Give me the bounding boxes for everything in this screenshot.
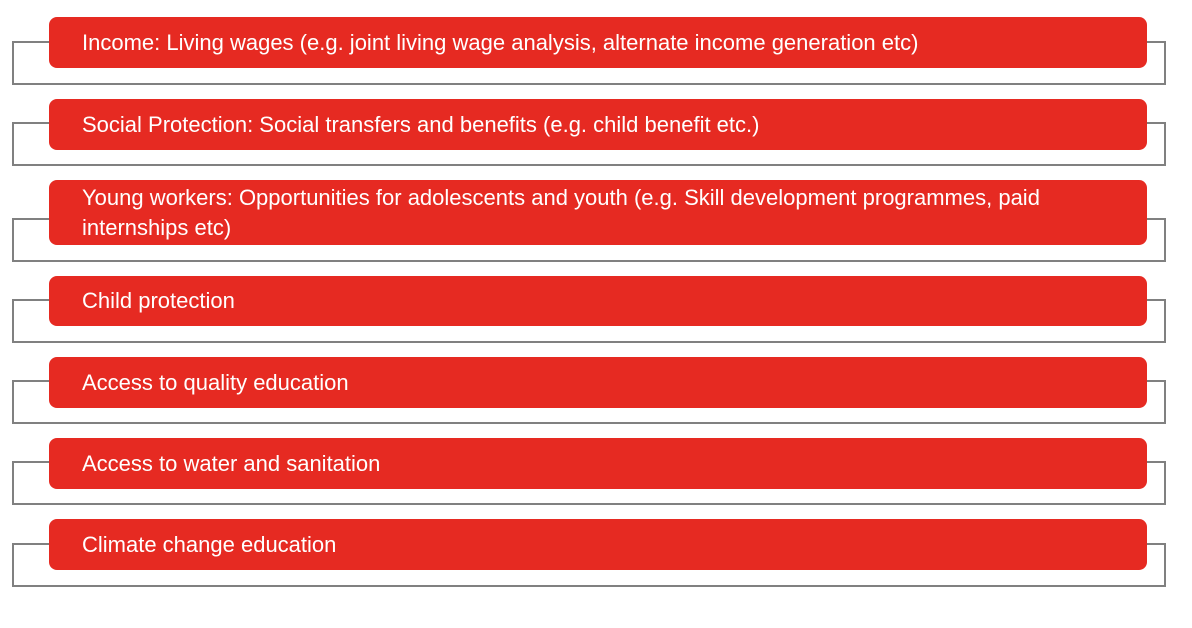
list-item-label: Access to water and sanitation <box>82 450 381 476</box>
list-item-label: Young workers: Opportunities for adolesc… <box>82 184 1040 240</box>
list-item: Income: Living wages (e.g. joint living … <box>49 17 1147 68</box>
list-item-label: Social Protection: Social transfers and … <box>82 111 760 137</box>
list-item-label: Access to quality education <box>82 369 349 395</box>
list-item: Child protection <box>49 276 1147 326</box>
list-item: Climate change education <box>49 519 1147 570</box>
list-item-label: Income: Living wages (e.g. joint living … <box>82 29 919 55</box>
list-item: Young workers: Opportunities for adolesc… <box>49 180 1147 245</box>
list-item: Social Protection: Social transfers and … <box>49 99 1147 150</box>
list-item: Access to water and sanitation <box>49 438 1147 489</box>
list-item-label: Climate change education <box>82 531 337 557</box>
list-item: Access to quality education <box>49 357 1147 408</box>
list-item-label: Child protection <box>82 288 235 313</box>
